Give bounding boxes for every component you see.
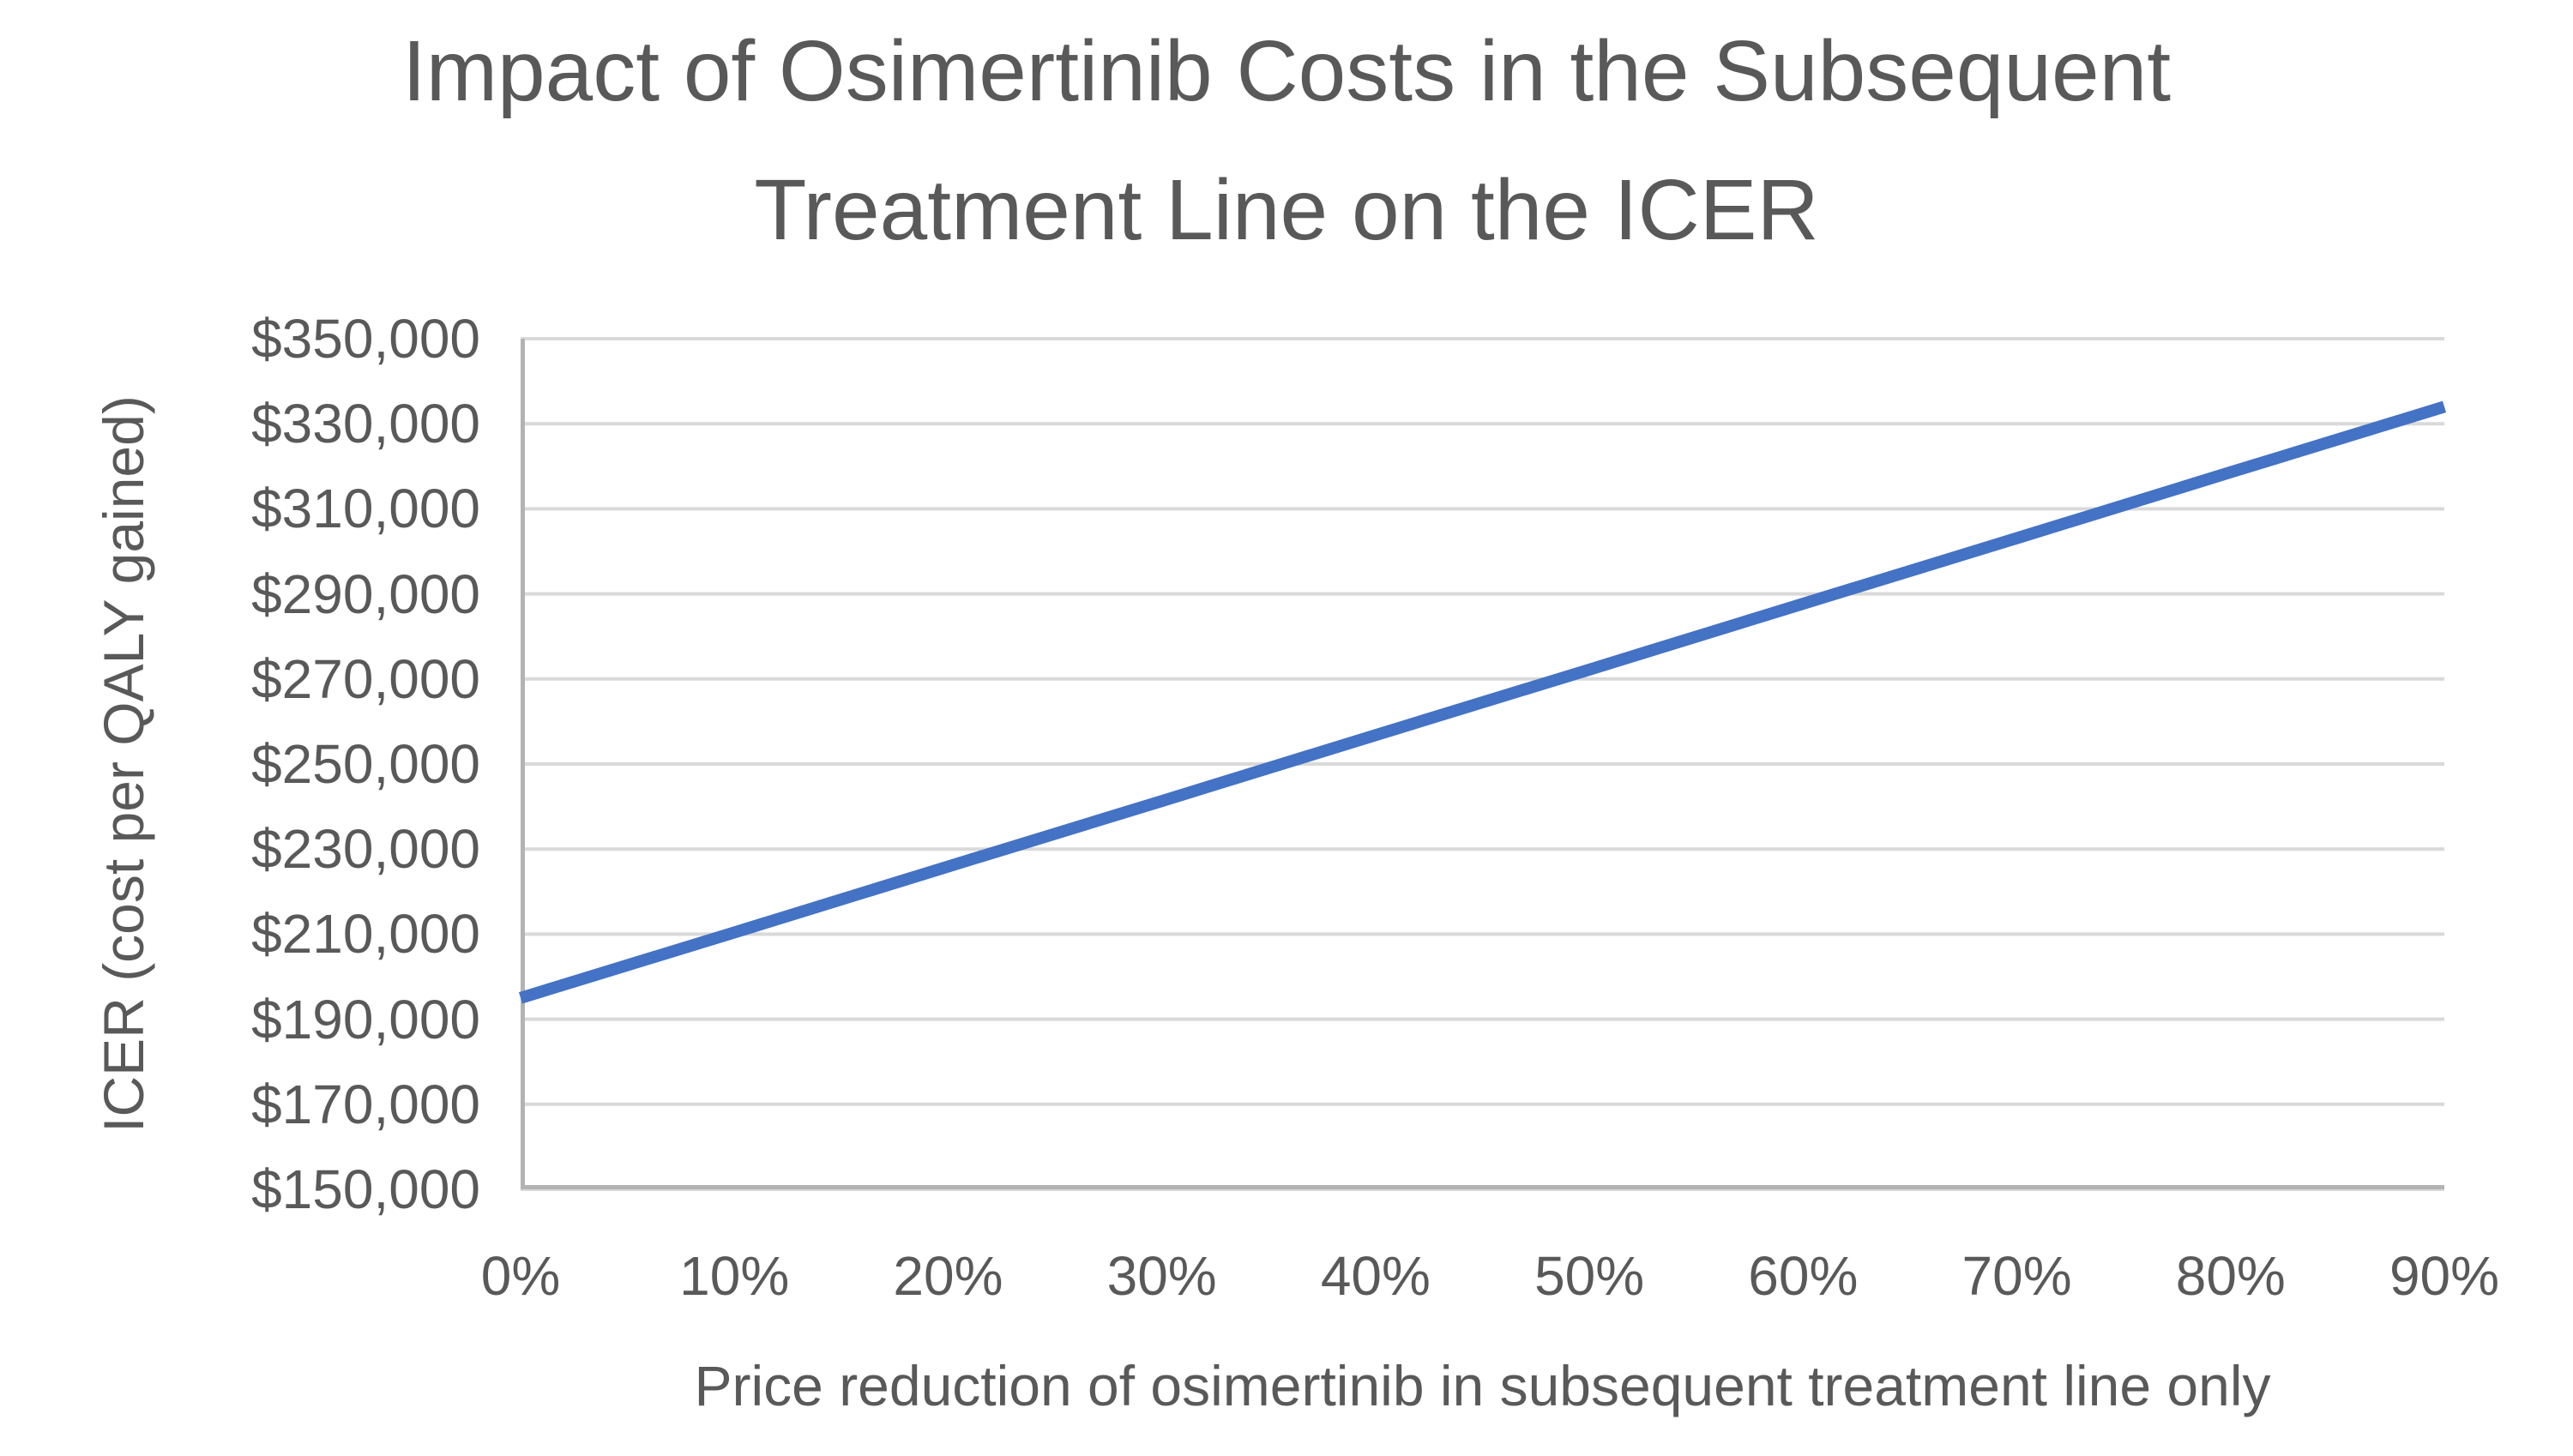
chart-title-line-2: Treatment Line on the ICER bbox=[754, 162, 1819, 258]
y-tick-label: $290,000 bbox=[251, 563, 480, 625]
chart-title: Impact of Osimertinib Costs in the Subse… bbox=[0, 2, 2573, 280]
x-tick-label: 90% bbox=[2389, 1245, 2500, 1307]
x-tick-label: 30% bbox=[1106, 1245, 1217, 1307]
y-tick-label: $170,000 bbox=[251, 1073, 480, 1135]
y-tick-label: $310,000 bbox=[251, 478, 480, 540]
y-tick-label: $150,000 bbox=[251, 1158, 480, 1220]
y-tick-label: $330,000 bbox=[251, 393, 480, 455]
x-tick-label: 70% bbox=[1961, 1245, 2072, 1307]
x-tick-label: 20% bbox=[893, 1245, 1003, 1307]
plot-area bbox=[518, 337, 2447, 1191]
x-tick-label: 50% bbox=[1534, 1245, 1645, 1307]
x-tick-label: 80% bbox=[2175, 1245, 2286, 1307]
y-tick-label: $350,000 bbox=[251, 308, 480, 370]
x-tick-label: 40% bbox=[1320, 1245, 1431, 1307]
y-axis-title: ICER (cost per QALY gained) bbox=[92, 395, 155, 1133]
icer-series-line bbox=[518, 400, 2447, 1004]
x-tick-label: 0% bbox=[480, 1245, 561, 1307]
y-tick-label: $230,000 bbox=[251, 818, 480, 881]
x-axis-title: Price reduction of osimertinib in subseq… bbox=[694, 1354, 2271, 1417]
x-tick-label: 10% bbox=[679, 1245, 790, 1307]
plot-svg bbox=[518, 337, 2447, 1191]
chart-title-line-1: Impact of Osimertinib Costs in the Subse… bbox=[401, 23, 2172, 119]
y-tick-label: $190,000 bbox=[251, 988, 480, 1050]
x-tick-label: 60% bbox=[1748, 1245, 1859, 1307]
y-tick-label: $270,000 bbox=[251, 647, 480, 710]
y-tick-label: $210,000 bbox=[251, 903, 480, 966]
y-tick-label: $250,000 bbox=[251, 733, 480, 795]
